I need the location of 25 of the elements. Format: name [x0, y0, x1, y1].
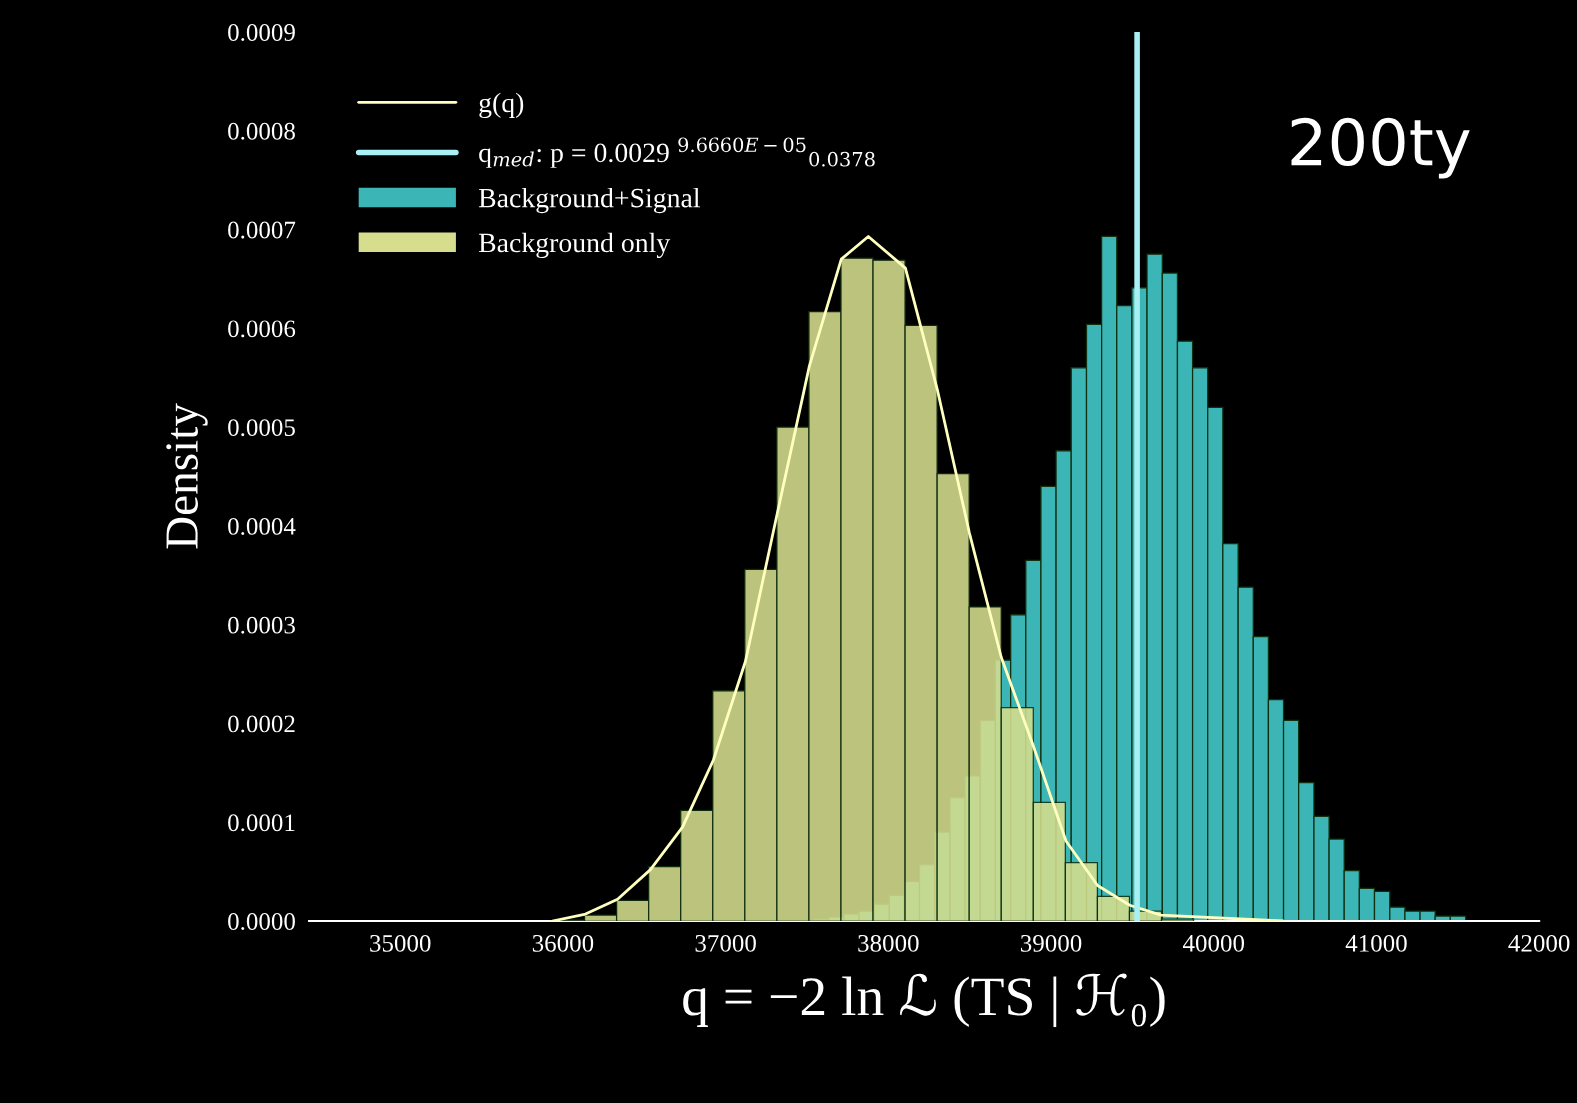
legend-label: Background only [478, 232, 671, 259]
y-tick-label: 0.0000 [228, 913, 295, 931]
x-tick-label: 37000 [695, 934, 756, 952]
y-tick-label: 0.0003 [228, 616, 295, 634]
x-tick-label: 40000 [1182, 934, 1245, 952]
annotation: 200ty [1291, 117, 1470, 179]
y-tick-label: 0.0007 [228, 221, 296, 239]
x-tick-label: 42000 [1508, 934, 1570, 952]
legend-label: Background+Signal [478, 187, 701, 214]
x-tick-label: 41000 [1345, 934, 1407, 952]
x-axis-title: q = −2 ln ℒ (TS | ℋ₀) [683, 973, 1165, 1028]
y-tick-label: 0.0001 [228, 814, 295, 832]
y-tick-label: 0.0006 [228, 320, 296, 338]
x-tick-label: 36000 [532, 934, 594, 952]
legend-label: g(q) [479, 92, 524, 118]
x-tick-label: 35000 [370, 934, 431, 952]
y-tick-label: 0.0008 [228, 122, 295, 140]
y-tick-label: 0.0004 [228, 517, 296, 535]
x-tick-label: 38000 [858, 934, 919, 952]
legend-label: q$_{med}$: p = 0.0029 $^{9.6660E−05}$$_{0.0378}$ [479, 137, 875, 168]
y-tick-label: 0.0009 [228, 24, 295, 42]
x-tick-label: 39000 [1020, 934, 1082, 952]
y-tick-label: 0.0002 [228, 715, 295, 733]
y-axis-title: Density [166, 403, 208, 549]
y-tick-label: 0.0005 [228, 419, 295, 437]
